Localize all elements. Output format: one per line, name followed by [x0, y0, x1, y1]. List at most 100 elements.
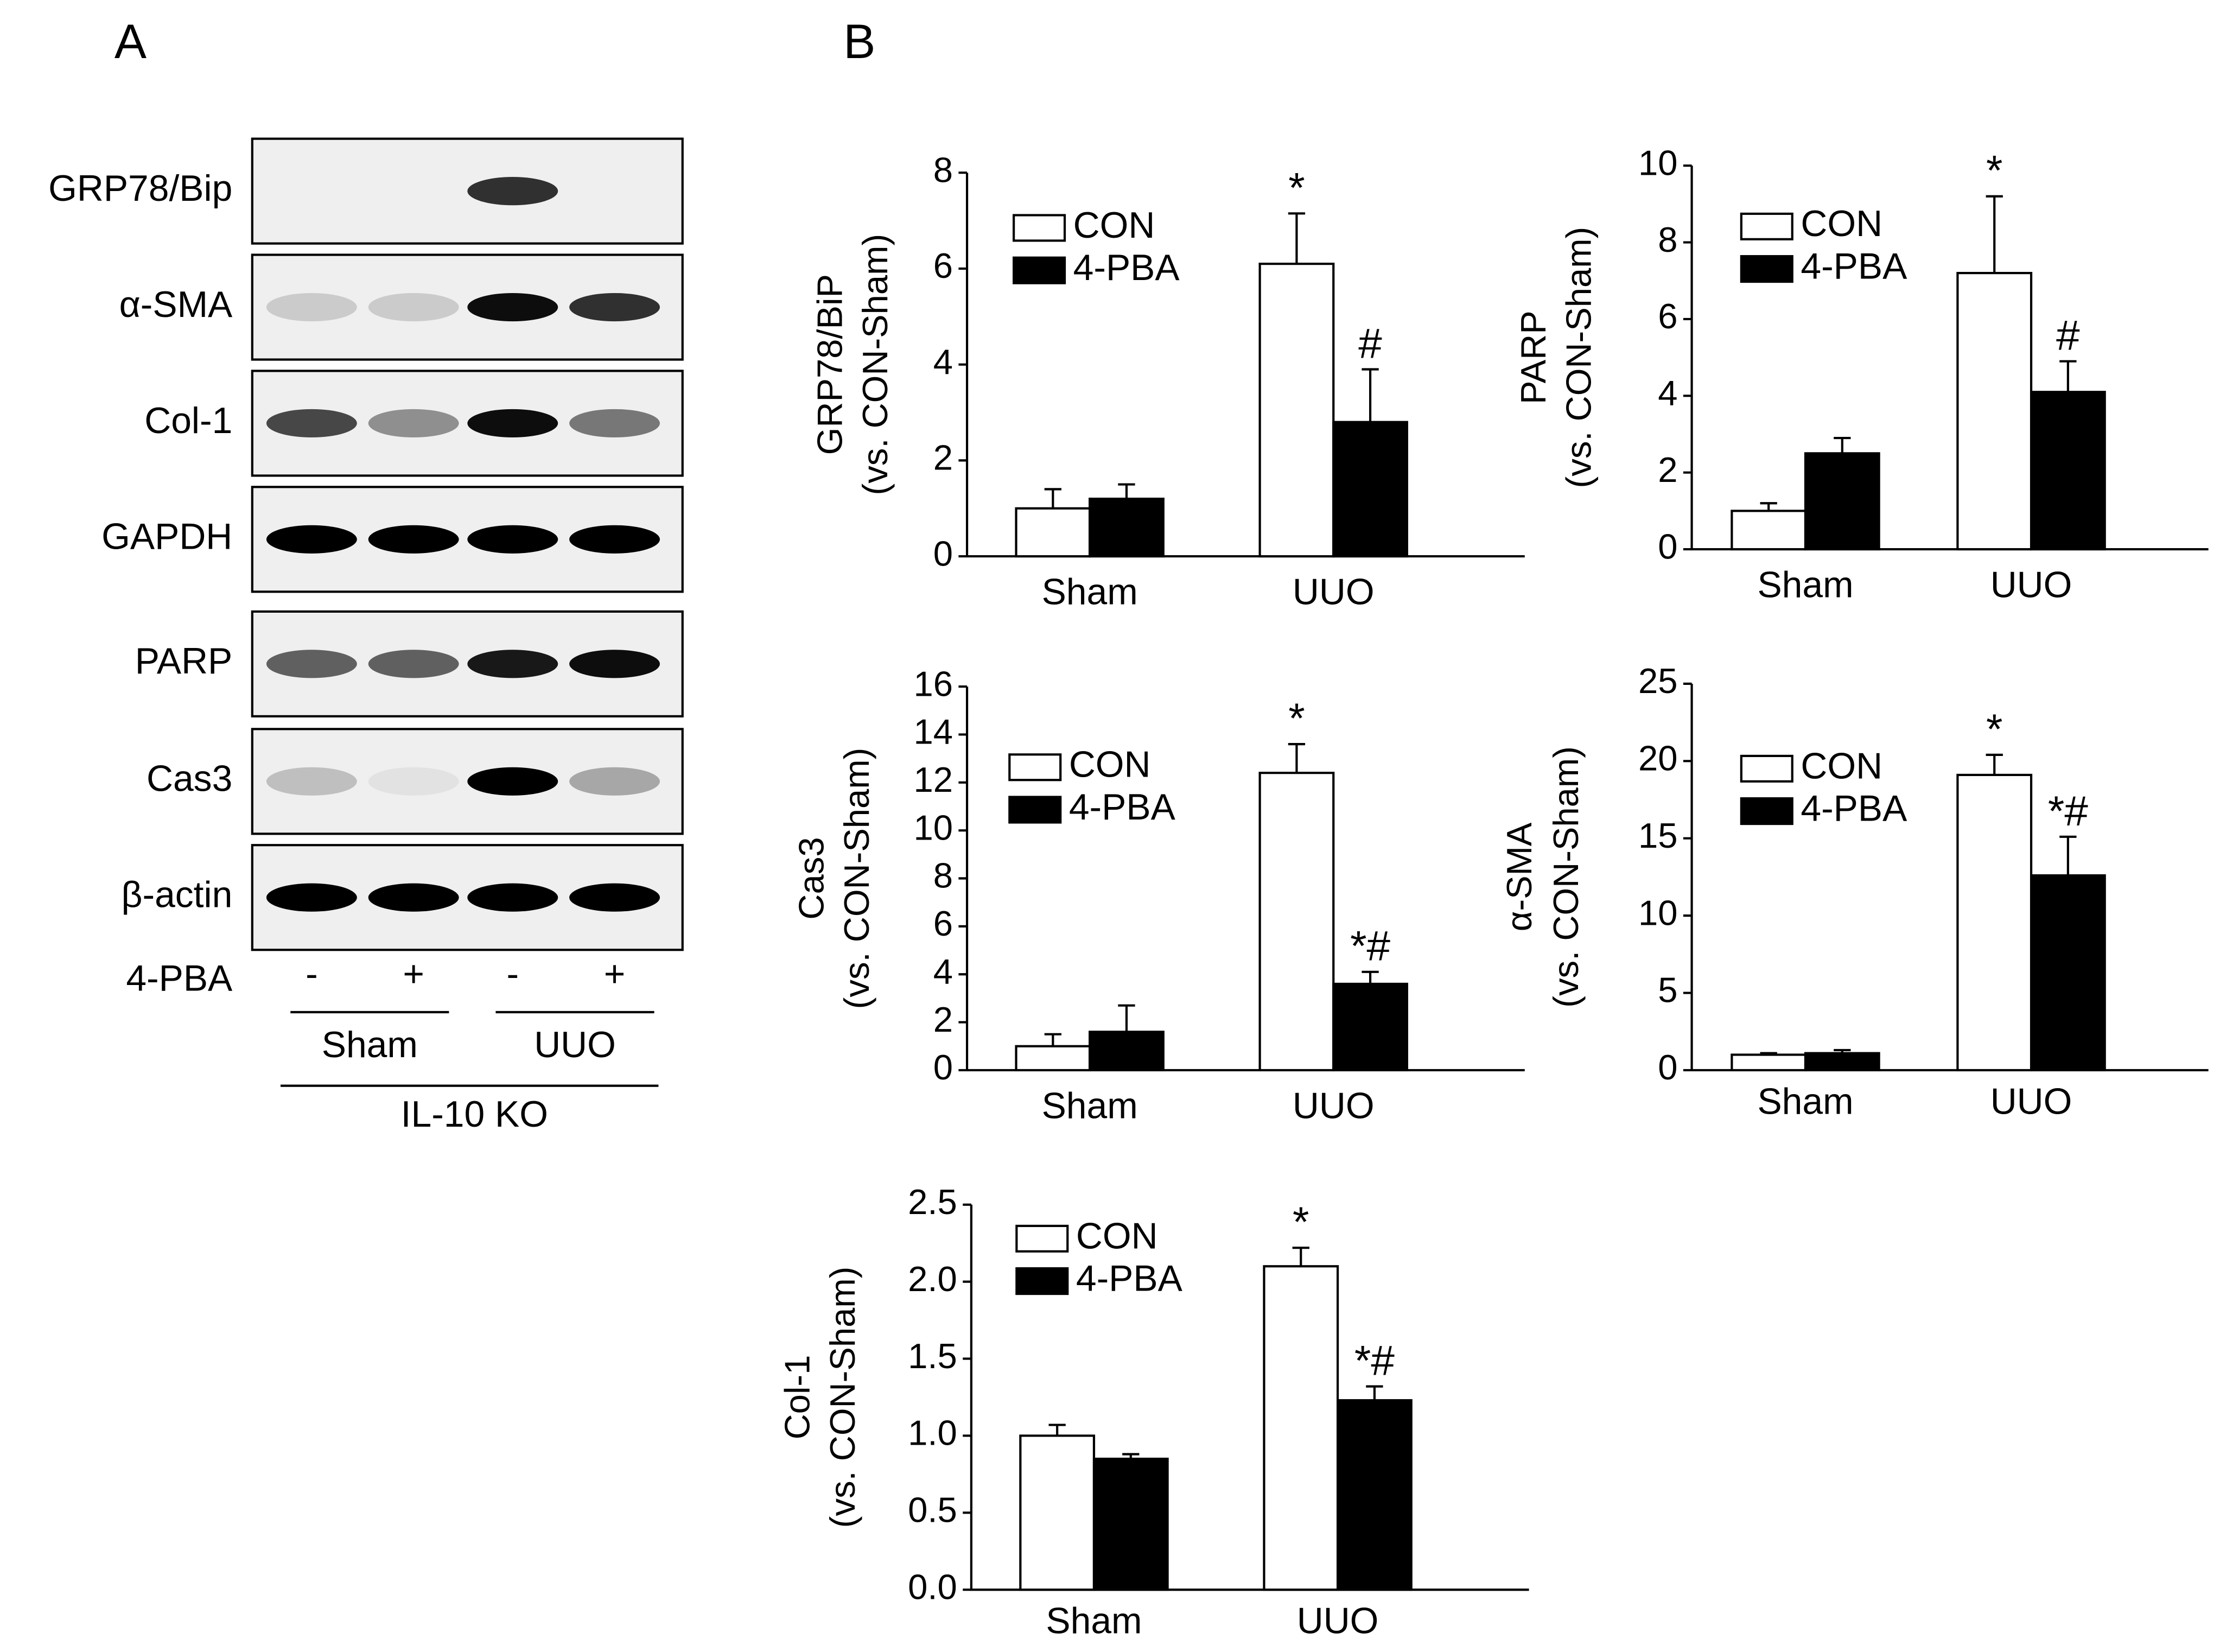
y-tick-label: 2 — [933, 1000, 953, 1039]
y-tick-label: 6 — [933, 246, 953, 285]
significance-mark: * — [1986, 705, 2002, 753]
axis-line — [965, 687, 1525, 1072]
y-tick-label: 2 — [933, 438, 953, 478]
y-axis-label: (vs. CON-Sham) — [1559, 227, 1598, 488]
bar — [1019, 1434, 1096, 1591]
significance-mark: * — [1293, 1198, 1309, 1246]
bar — [1731, 1053, 1807, 1072]
legend-label: CON — [1076, 1216, 1158, 1256]
blot-band — [368, 883, 459, 912]
panel-label: A — [115, 15, 147, 68]
y-axis-label: (vs. CON-Sham) — [855, 234, 895, 495]
y-axis-label: Col-1 — [777, 1355, 817, 1440]
bar — [1015, 1045, 1091, 1072]
significance-mark: * — [1288, 163, 1305, 211]
bar — [1804, 452, 1880, 551]
legend-label: CON — [1801, 204, 1882, 244]
legend-swatch — [1013, 214, 1066, 242]
blot-band — [569, 883, 660, 912]
treatment-sign: + — [604, 954, 626, 995]
x-tick-label: UUO — [1293, 1085, 1375, 1126]
y-tick-label: 4 — [933, 342, 953, 382]
bar — [1015, 507, 1091, 558]
y-tick-label: 0 — [933, 533, 953, 573]
significance-mark: *# — [1350, 922, 1390, 970]
significance-mark: *# — [2048, 787, 2088, 835]
x-tick-label: Sham — [1757, 1081, 1853, 1122]
y-tick-label: 1.0 — [908, 1413, 957, 1453]
x-tick-label: Sham — [1046, 1601, 1142, 1642]
y-axis-label: (vs. CON-Sham) — [837, 748, 876, 1009]
blot-band — [368, 525, 459, 554]
bar — [1336, 1399, 1413, 1591]
significance-mark: * — [1986, 147, 2002, 194]
y-tick-label: 1.5 — [908, 1336, 957, 1376]
bar — [1332, 982, 1408, 1072]
x-tick-label: UUO — [1293, 571, 1375, 612]
legend-swatch — [1740, 754, 1793, 783]
y-tick-label: 20 — [1638, 738, 1678, 778]
x-tick-label: Sham — [1757, 564, 1853, 605]
blot-band — [569, 293, 660, 322]
bar — [1731, 510, 1807, 551]
row-label: Col-1 — [144, 401, 232, 441]
legend-label: 4-PBA — [1801, 789, 1907, 829]
bar — [1956, 773, 2033, 1072]
row-label: α-SMA — [119, 284, 233, 325]
blot-band — [467, 650, 558, 678]
y-tick-label: 4 — [1658, 373, 1677, 413]
x-tick-label: UUO — [1297, 1601, 1379, 1642]
blot-band — [266, 767, 357, 796]
significance-mark: * — [1288, 694, 1305, 742]
y-tick-label: 0 — [933, 1047, 953, 1087]
significance-mark: # — [2056, 312, 2080, 359]
y-tick-label: 0.5 — [908, 1490, 957, 1530]
bar — [1089, 1031, 1165, 1072]
blot-band — [569, 525, 660, 554]
legend-label: CON — [1073, 205, 1155, 246]
bar — [1956, 272, 2033, 551]
y-tick-label: 5 — [1658, 970, 1677, 1010]
bar — [1092, 1457, 1169, 1591]
bar — [2030, 391, 2106, 551]
group-label: UUO — [534, 1025, 616, 1065]
legend-swatch — [1740, 797, 1793, 825]
blot-band — [266, 650, 357, 678]
blot-band — [467, 767, 558, 796]
legend-swatch — [1015, 1267, 1069, 1295]
row-label: PARP — [135, 641, 233, 682]
legend-swatch — [1008, 753, 1062, 781]
legend-label: 4-PBA — [1069, 787, 1176, 828]
y-tick-label: 10 — [1638, 143, 1678, 182]
y-tick-label: 25 — [1638, 661, 1678, 701]
y-tick-label: 2.0 — [908, 1259, 957, 1299]
blot-band — [467, 293, 558, 322]
panel-label: B — [843, 15, 875, 68]
legend-label: CON — [1069, 745, 1151, 785]
y-tick-label: 6 — [1658, 296, 1677, 336]
bar — [1089, 497, 1165, 558]
bar — [1263, 1265, 1339, 1591]
treatment-sign: + — [403, 954, 424, 995]
y-axis-label: PARP — [1513, 310, 1553, 404]
group-label: Sham — [322, 1025, 418, 1065]
y-tick-label: 2 — [1658, 450, 1677, 490]
axis-line — [1690, 683, 2209, 1072]
blot-band — [368, 293, 459, 322]
y-tick-label: 14 — [913, 712, 953, 752]
significance-mark: # — [1358, 319, 1382, 367]
row-label: β-actin — [122, 875, 233, 916]
y-tick-label: 0 — [1658, 526, 1677, 566]
y-tick-label: 8 — [1658, 220, 1677, 259]
y-tick-label: 0 — [1658, 1047, 1677, 1087]
row-label: Cas3 — [147, 759, 232, 799]
x-tick-label: Sham — [1042, 1085, 1138, 1126]
y-tick-label: 16 — [913, 664, 953, 703]
y-tick-label: 2.5 — [908, 1182, 957, 1222]
legend-swatch — [1008, 796, 1062, 824]
bar — [1804, 1052, 1880, 1072]
y-tick-label: 0.0 — [908, 1567, 957, 1606]
y-tick-label: 15 — [1638, 816, 1678, 855]
y-tick-label: 6 — [933, 904, 953, 943]
